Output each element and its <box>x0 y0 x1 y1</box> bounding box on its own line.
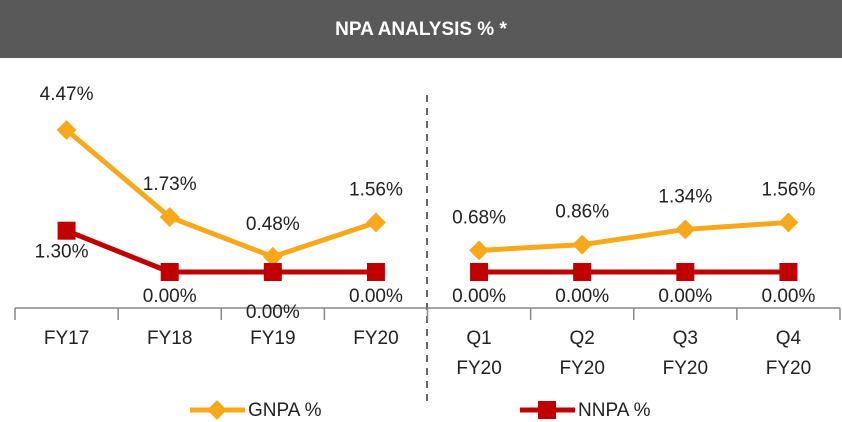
data-label: 1.56% <box>349 179 403 200</box>
marker <box>470 263 489 281</box>
x-tick-label: FY17 <box>43 328 90 349</box>
data-label: 0.48% <box>246 214 300 235</box>
marker <box>56 120 77 140</box>
title-bar <box>0 0 842 58</box>
marker <box>572 234 593 255</box>
data-label: 0.00% <box>246 302 300 323</box>
legend-marker <box>538 401 556 419</box>
data-label: 0.00% <box>143 286 197 307</box>
legend-marker <box>207 400 227 420</box>
marker <box>778 212 799 233</box>
marker <box>263 263 282 281</box>
marker <box>676 263 695 281</box>
marker <box>57 221 76 240</box>
x-tick-label: Q2 FY20 <box>559 328 605 379</box>
data-label: 0.68% <box>452 207 506 228</box>
chart-title: NPA ANALYSIS % * <box>335 19 507 40</box>
legend-label: NNPA % <box>578 400 651 421</box>
marker <box>779 263 798 281</box>
x-tick-label: FY19 <box>250 328 296 349</box>
marker <box>469 240 489 261</box>
marker <box>366 263 385 281</box>
data-label: 0.00% <box>658 286 712 307</box>
data-label: 1.73% <box>143 174 197 195</box>
series-line <box>65 228 376 275</box>
data-label: 1.56% <box>762 179 816 200</box>
legend-label: GNPA % <box>248 400 322 421</box>
x-tick-label: Q3 FY20 <box>662 328 709 379</box>
data-label: 1.34% <box>658 186 712 207</box>
data-label: 0.00% <box>555 286 609 307</box>
data-label: 1.30% <box>35 242 89 263</box>
series-line <box>64 128 377 260</box>
data-label: 0.00% <box>762 286 816 307</box>
x-tick-label: FY20 <box>353 328 399 349</box>
marker <box>159 207 180 227</box>
marker <box>573 263 592 281</box>
x-tick-label: Q4 FY20 <box>765 328 812 379</box>
x-tick-label: Q1 FY20 <box>456 328 502 379</box>
data-label: 0.86% <box>555 202 609 223</box>
marker <box>366 212 386 233</box>
marker <box>262 246 283 267</box>
x-tick-label: FY18 <box>146 328 193 349</box>
data-label: 0.00% <box>452 286 506 307</box>
data-label: 0.00% <box>349 286 403 307</box>
series-line <box>478 219 789 253</box>
data-label: 4.47% <box>40 84 94 105</box>
marker <box>675 219 696 240</box>
marker <box>160 263 179 281</box>
